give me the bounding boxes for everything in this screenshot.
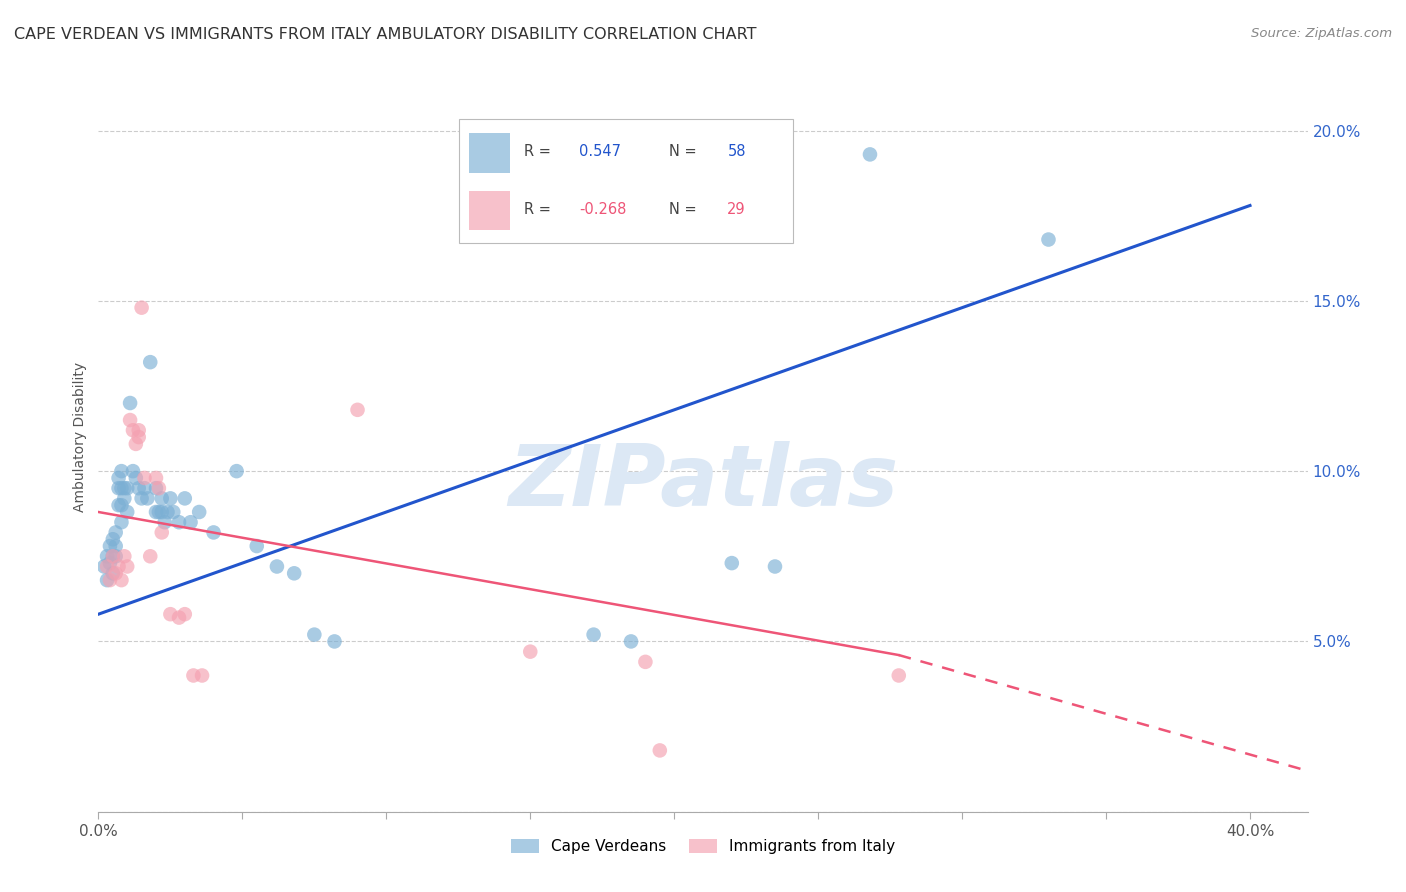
Point bbox=[582, 627, 605, 641]
Point bbox=[110, 573, 132, 587]
Text: Source: ZipAtlas.com: Source: ZipAtlas.com bbox=[1251, 27, 1392, 40]
Point bbox=[148, 481, 170, 495]
Point bbox=[136, 491, 159, 506]
Point bbox=[107, 498, 129, 512]
Point bbox=[96, 549, 118, 564]
Point bbox=[128, 423, 150, 437]
Legend: Cape Verdeans, Immigrants from Italy: Cape Verdeans, Immigrants from Italy bbox=[505, 832, 901, 860]
Point bbox=[150, 525, 173, 540]
Point bbox=[115, 505, 138, 519]
Point bbox=[125, 437, 148, 451]
Point bbox=[112, 481, 135, 495]
Point bbox=[101, 533, 124, 547]
Point bbox=[159, 491, 181, 506]
Point bbox=[283, 566, 305, 581]
Point bbox=[115, 559, 138, 574]
Point bbox=[104, 539, 127, 553]
Point bbox=[620, 634, 643, 648]
Point bbox=[98, 539, 121, 553]
Point bbox=[180, 515, 202, 529]
Point bbox=[266, 559, 288, 574]
Point bbox=[246, 539, 269, 553]
Point bbox=[104, 549, 127, 564]
Point bbox=[122, 464, 145, 478]
Point bbox=[125, 471, 148, 485]
Point bbox=[139, 355, 162, 369]
Point bbox=[112, 491, 135, 506]
Point bbox=[120, 396, 142, 410]
Point bbox=[115, 481, 138, 495]
Point bbox=[139, 549, 162, 564]
Point bbox=[167, 610, 190, 624]
Point bbox=[763, 559, 786, 574]
Text: CAPE VERDEAN VS IMMIGRANTS FROM ITALY AMBULATORY DISABILITY CORRELATION CHART: CAPE VERDEAN VS IMMIGRANTS FROM ITALY AM… bbox=[14, 27, 756, 42]
Point bbox=[167, 515, 190, 529]
Point bbox=[519, 645, 541, 659]
Point bbox=[145, 471, 167, 485]
Point bbox=[162, 505, 184, 519]
Point bbox=[104, 525, 127, 540]
Point bbox=[134, 471, 156, 485]
Point bbox=[107, 481, 129, 495]
Point bbox=[145, 481, 167, 495]
Point bbox=[153, 515, 176, 529]
Point bbox=[131, 301, 153, 315]
Point bbox=[107, 471, 129, 485]
Point bbox=[188, 505, 211, 519]
Point bbox=[134, 481, 156, 495]
Point bbox=[110, 498, 132, 512]
Point bbox=[110, 464, 132, 478]
Y-axis label: Ambulatory Disability: Ambulatory Disability bbox=[73, 362, 87, 512]
Point bbox=[148, 505, 170, 519]
Point bbox=[145, 505, 167, 519]
Point bbox=[98, 556, 121, 570]
Point bbox=[150, 505, 173, 519]
Point bbox=[634, 655, 657, 669]
Point bbox=[156, 505, 179, 519]
Point bbox=[1038, 233, 1060, 247]
Point bbox=[104, 566, 127, 581]
Point bbox=[150, 491, 173, 506]
Point bbox=[159, 607, 181, 622]
Point bbox=[96, 559, 118, 574]
Point bbox=[128, 430, 150, 444]
Point bbox=[720, 556, 742, 570]
Point bbox=[96, 573, 118, 587]
Point bbox=[122, 423, 145, 437]
Point bbox=[202, 525, 225, 540]
Text: ZIPatlas: ZIPatlas bbox=[508, 441, 898, 524]
Point bbox=[173, 607, 195, 622]
Point bbox=[101, 549, 124, 564]
Point bbox=[101, 566, 124, 581]
Point bbox=[859, 147, 882, 161]
Point bbox=[120, 413, 142, 427]
Point bbox=[225, 464, 247, 478]
Point bbox=[304, 627, 326, 641]
Point bbox=[887, 668, 910, 682]
Point bbox=[131, 491, 153, 506]
Point bbox=[533, 219, 555, 233]
Point bbox=[191, 668, 214, 682]
Point bbox=[346, 402, 368, 417]
Point bbox=[112, 549, 135, 564]
Point bbox=[173, 491, 195, 506]
Point bbox=[107, 559, 129, 574]
Point bbox=[110, 481, 132, 495]
Point bbox=[323, 634, 346, 648]
Point bbox=[128, 481, 150, 495]
Point bbox=[110, 515, 132, 529]
Point bbox=[648, 743, 671, 757]
Point bbox=[657, 198, 679, 212]
Point bbox=[98, 573, 121, 587]
Point bbox=[183, 668, 205, 682]
Point bbox=[101, 549, 124, 564]
Point bbox=[93, 559, 115, 574]
